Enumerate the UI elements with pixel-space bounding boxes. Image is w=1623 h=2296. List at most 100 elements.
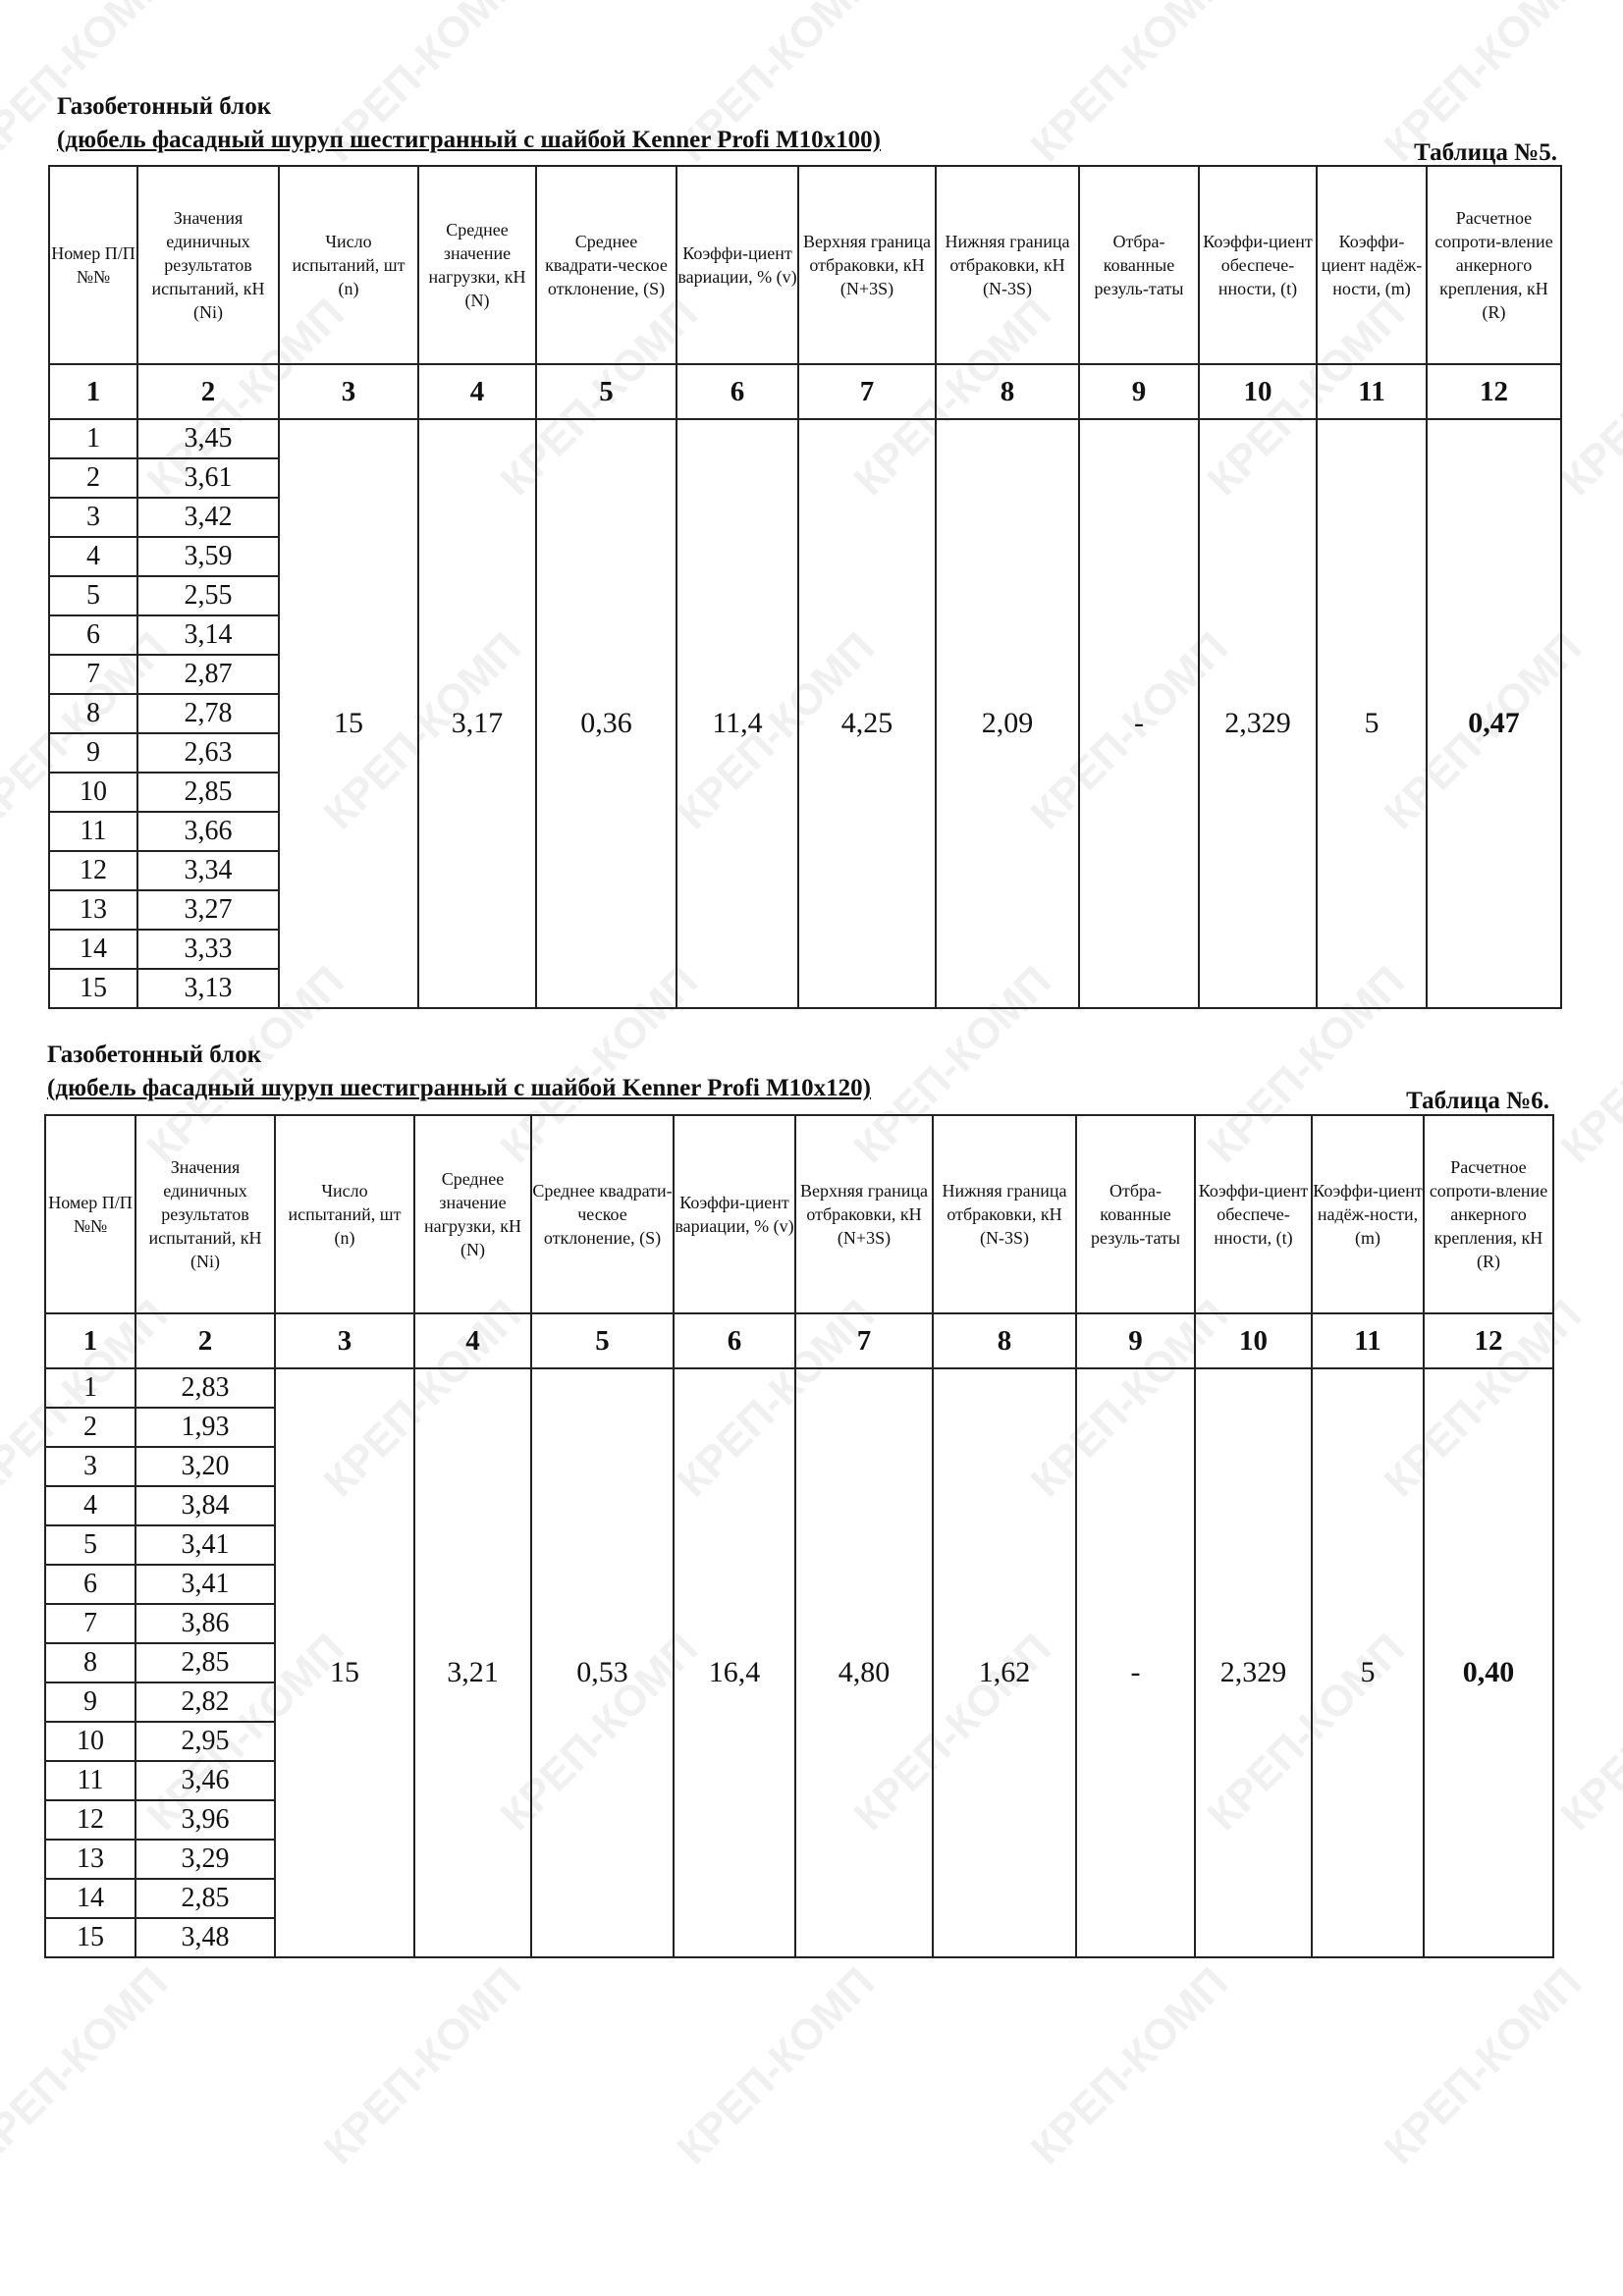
row-number: 1 xyxy=(48,418,138,459)
column-header: Коэффи-циент надёж-ности, (m) xyxy=(1311,1114,1425,1314)
column-number: 9 xyxy=(1075,1312,1196,1369)
row-number: 5 xyxy=(48,575,138,616)
single-result-value: 3,41 xyxy=(135,1564,276,1605)
single-result-value: 3,45 xyxy=(136,418,280,459)
table6-title-line2: (дюбель фасадный шуруп шестигранный с ша… xyxy=(47,1075,872,1101)
single-result-value: 2,78 xyxy=(136,693,280,734)
single-result-value: 3,46 xyxy=(135,1760,276,1801)
column-number-row: 1 2 3 4 5 6 7 8 9 10 11 12 xyxy=(48,363,1562,420)
row-number: 15 xyxy=(48,968,138,1009)
column-number: 11 xyxy=(1311,1312,1425,1369)
single-result-value: 2,85 xyxy=(135,1878,276,1919)
upper-reject-limit: 4,80 xyxy=(794,1367,934,1958)
single-result-value: 2,95 xyxy=(135,1721,276,1762)
column-number: 8 xyxy=(932,1312,1077,1369)
single-result-value: 1,93 xyxy=(135,1407,276,1448)
row-number: 1 xyxy=(44,1367,136,1409)
column-number: 4 xyxy=(417,363,537,420)
row-number: 6 xyxy=(44,1564,136,1605)
table-row: 13 3,27 xyxy=(48,889,1561,931)
table-row: 10 2,85 xyxy=(48,772,1561,813)
column-number: 12 xyxy=(1423,1312,1554,1369)
single-result-value: 3,66 xyxy=(136,811,280,852)
single-result-value: 3,14 xyxy=(136,614,280,656)
row-number: 12 xyxy=(48,850,138,891)
table6-number: Таблица №6. xyxy=(1406,1088,1549,1114)
column-number: 3 xyxy=(274,1312,415,1369)
table-row: 11 3,46 xyxy=(44,1760,1553,1801)
row-number: 5 xyxy=(44,1524,136,1566)
column-header: Отбра-кованные резуль-таты xyxy=(1078,165,1200,365)
column-header: Коэффи-циент обеспече-нности, (t) xyxy=(1198,165,1318,365)
column-number: 10 xyxy=(1198,363,1318,420)
column-header: Число испытаний, шт (n) xyxy=(278,165,419,365)
row-number: 3 xyxy=(48,497,138,538)
test-count: 15 xyxy=(274,1367,415,1958)
design-resistance: 0,47 xyxy=(1426,418,1562,1009)
table-row: 4 3,59 xyxy=(48,536,1561,577)
mean-load: 3,21 xyxy=(413,1367,532,1958)
column-header: Среднее квадрати-ческое отклонение, (S) xyxy=(530,1114,675,1314)
table-row: 6 3,41 xyxy=(44,1564,1553,1605)
table-row: 1 3,45 15 3,17 0,36 11,4 4,25 2,09-2,329 5 0,47 xyxy=(48,418,1562,1009)
table-row: 7 3,86 xyxy=(44,1603,1553,1644)
watermark-text: КРЕП-КОМП xyxy=(1021,0,1237,172)
row-number: 13 xyxy=(44,1839,136,1880)
row-number: 6 xyxy=(48,614,138,656)
watermark-text: КРЕП-КОМП xyxy=(1551,1624,1623,1841)
design-resistance: 0,40 xyxy=(1423,1367,1554,1958)
single-result-value: 3,96 xyxy=(135,1799,276,1841)
row-number: 8 xyxy=(44,1642,136,1683)
table5-title: Газобетонный блок (дюбель фасадный шуруп… xyxy=(57,90,881,157)
table-row: 12 3,96 xyxy=(44,1799,1553,1841)
table6-title: Газобетонный блок (дюбель фасадный шуруп… xyxy=(47,1039,871,1105)
row-number: 14 xyxy=(44,1878,136,1919)
table-row: 10 2,95 xyxy=(44,1721,1553,1762)
single-result-value: 3,61 xyxy=(136,457,280,499)
table-row: 14 2,85 xyxy=(44,1878,1553,1919)
table-row: 4 3,84 xyxy=(44,1485,1553,1526)
watermark-text: КРЕП-КОМП xyxy=(1021,1957,1237,2174)
rejected-results: - xyxy=(1078,418,1200,1009)
watermark-text: КРЕП-КОМП xyxy=(1375,1957,1591,2174)
std-deviation: 0,53 xyxy=(530,1367,675,1958)
column-header: Коэффи-циент вариации, % (v) xyxy=(676,165,799,365)
confidence-coefficient: 2,329 xyxy=(1194,1367,1313,1958)
column-header: Коэффи-циент надёж-ности, (m) xyxy=(1316,165,1428,365)
single-result-value: 2,85 xyxy=(136,772,280,813)
row-number: 15 xyxy=(44,1917,136,1958)
table-row: 9 2,63 xyxy=(48,732,1561,774)
column-header: Верхняя граница отбраковки, кН (N+3S) xyxy=(794,1114,934,1314)
column-header: Значения единичных результатов испытаний… xyxy=(135,1114,276,1314)
table-row: 2 3,61 xyxy=(48,457,1561,499)
table-row: 8 2,78 xyxy=(48,693,1561,734)
column-number: 7 xyxy=(797,363,937,420)
table-row: 5 3,41 xyxy=(44,1524,1553,1566)
column-number: 4 xyxy=(413,1312,532,1369)
confidence-coefficient: 2,329 xyxy=(1198,418,1318,1009)
results-table-5: Номер П/П №№ Значения единичных результат… xyxy=(48,165,1562,1009)
row-number: 10 xyxy=(44,1721,136,1762)
column-header: Коэффи-циент обеспече-нности, (t) xyxy=(1194,1114,1313,1314)
upper-reject-limit: 4,25 xyxy=(797,418,937,1009)
column-header: Расчетное сопроти-вление анкерного крепл… xyxy=(1426,165,1562,365)
column-header: Среднее значение нагрузки, кН (N) xyxy=(417,165,537,365)
column-header: Число испытаний, шт (n) xyxy=(274,1114,415,1314)
reliability-coefficient: 5 xyxy=(1311,1367,1425,1958)
row-number: 9 xyxy=(44,1682,136,1723)
single-result-value: 3,86 xyxy=(135,1603,276,1644)
column-header: Номер П/П №№ xyxy=(44,1114,136,1314)
header-row: Номер П/П №№ Значения единичных результат… xyxy=(48,165,1562,365)
table6-title-line1: Газобетонный блок xyxy=(47,1041,262,1068)
column-number: 10 xyxy=(1194,1312,1313,1369)
table-row: 15 3,13 xyxy=(48,968,1561,1009)
table-row: 6 3,14 xyxy=(48,614,1561,656)
row-number: 4 xyxy=(48,536,138,577)
lower-reject-limit: 1,62 xyxy=(932,1367,1077,1958)
row-number: 8 xyxy=(48,693,138,734)
column-number: 2 xyxy=(135,1312,276,1369)
column-number: 6 xyxy=(673,1312,796,1369)
results-table-6: Номер П/П №№ Значения единичных результат… xyxy=(44,1114,1554,1958)
watermark-text: КРЕП-КОМП xyxy=(1551,289,1623,506)
column-header: Коэффи-циент вариации, % (v) xyxy=(673,1114,796,1314)
